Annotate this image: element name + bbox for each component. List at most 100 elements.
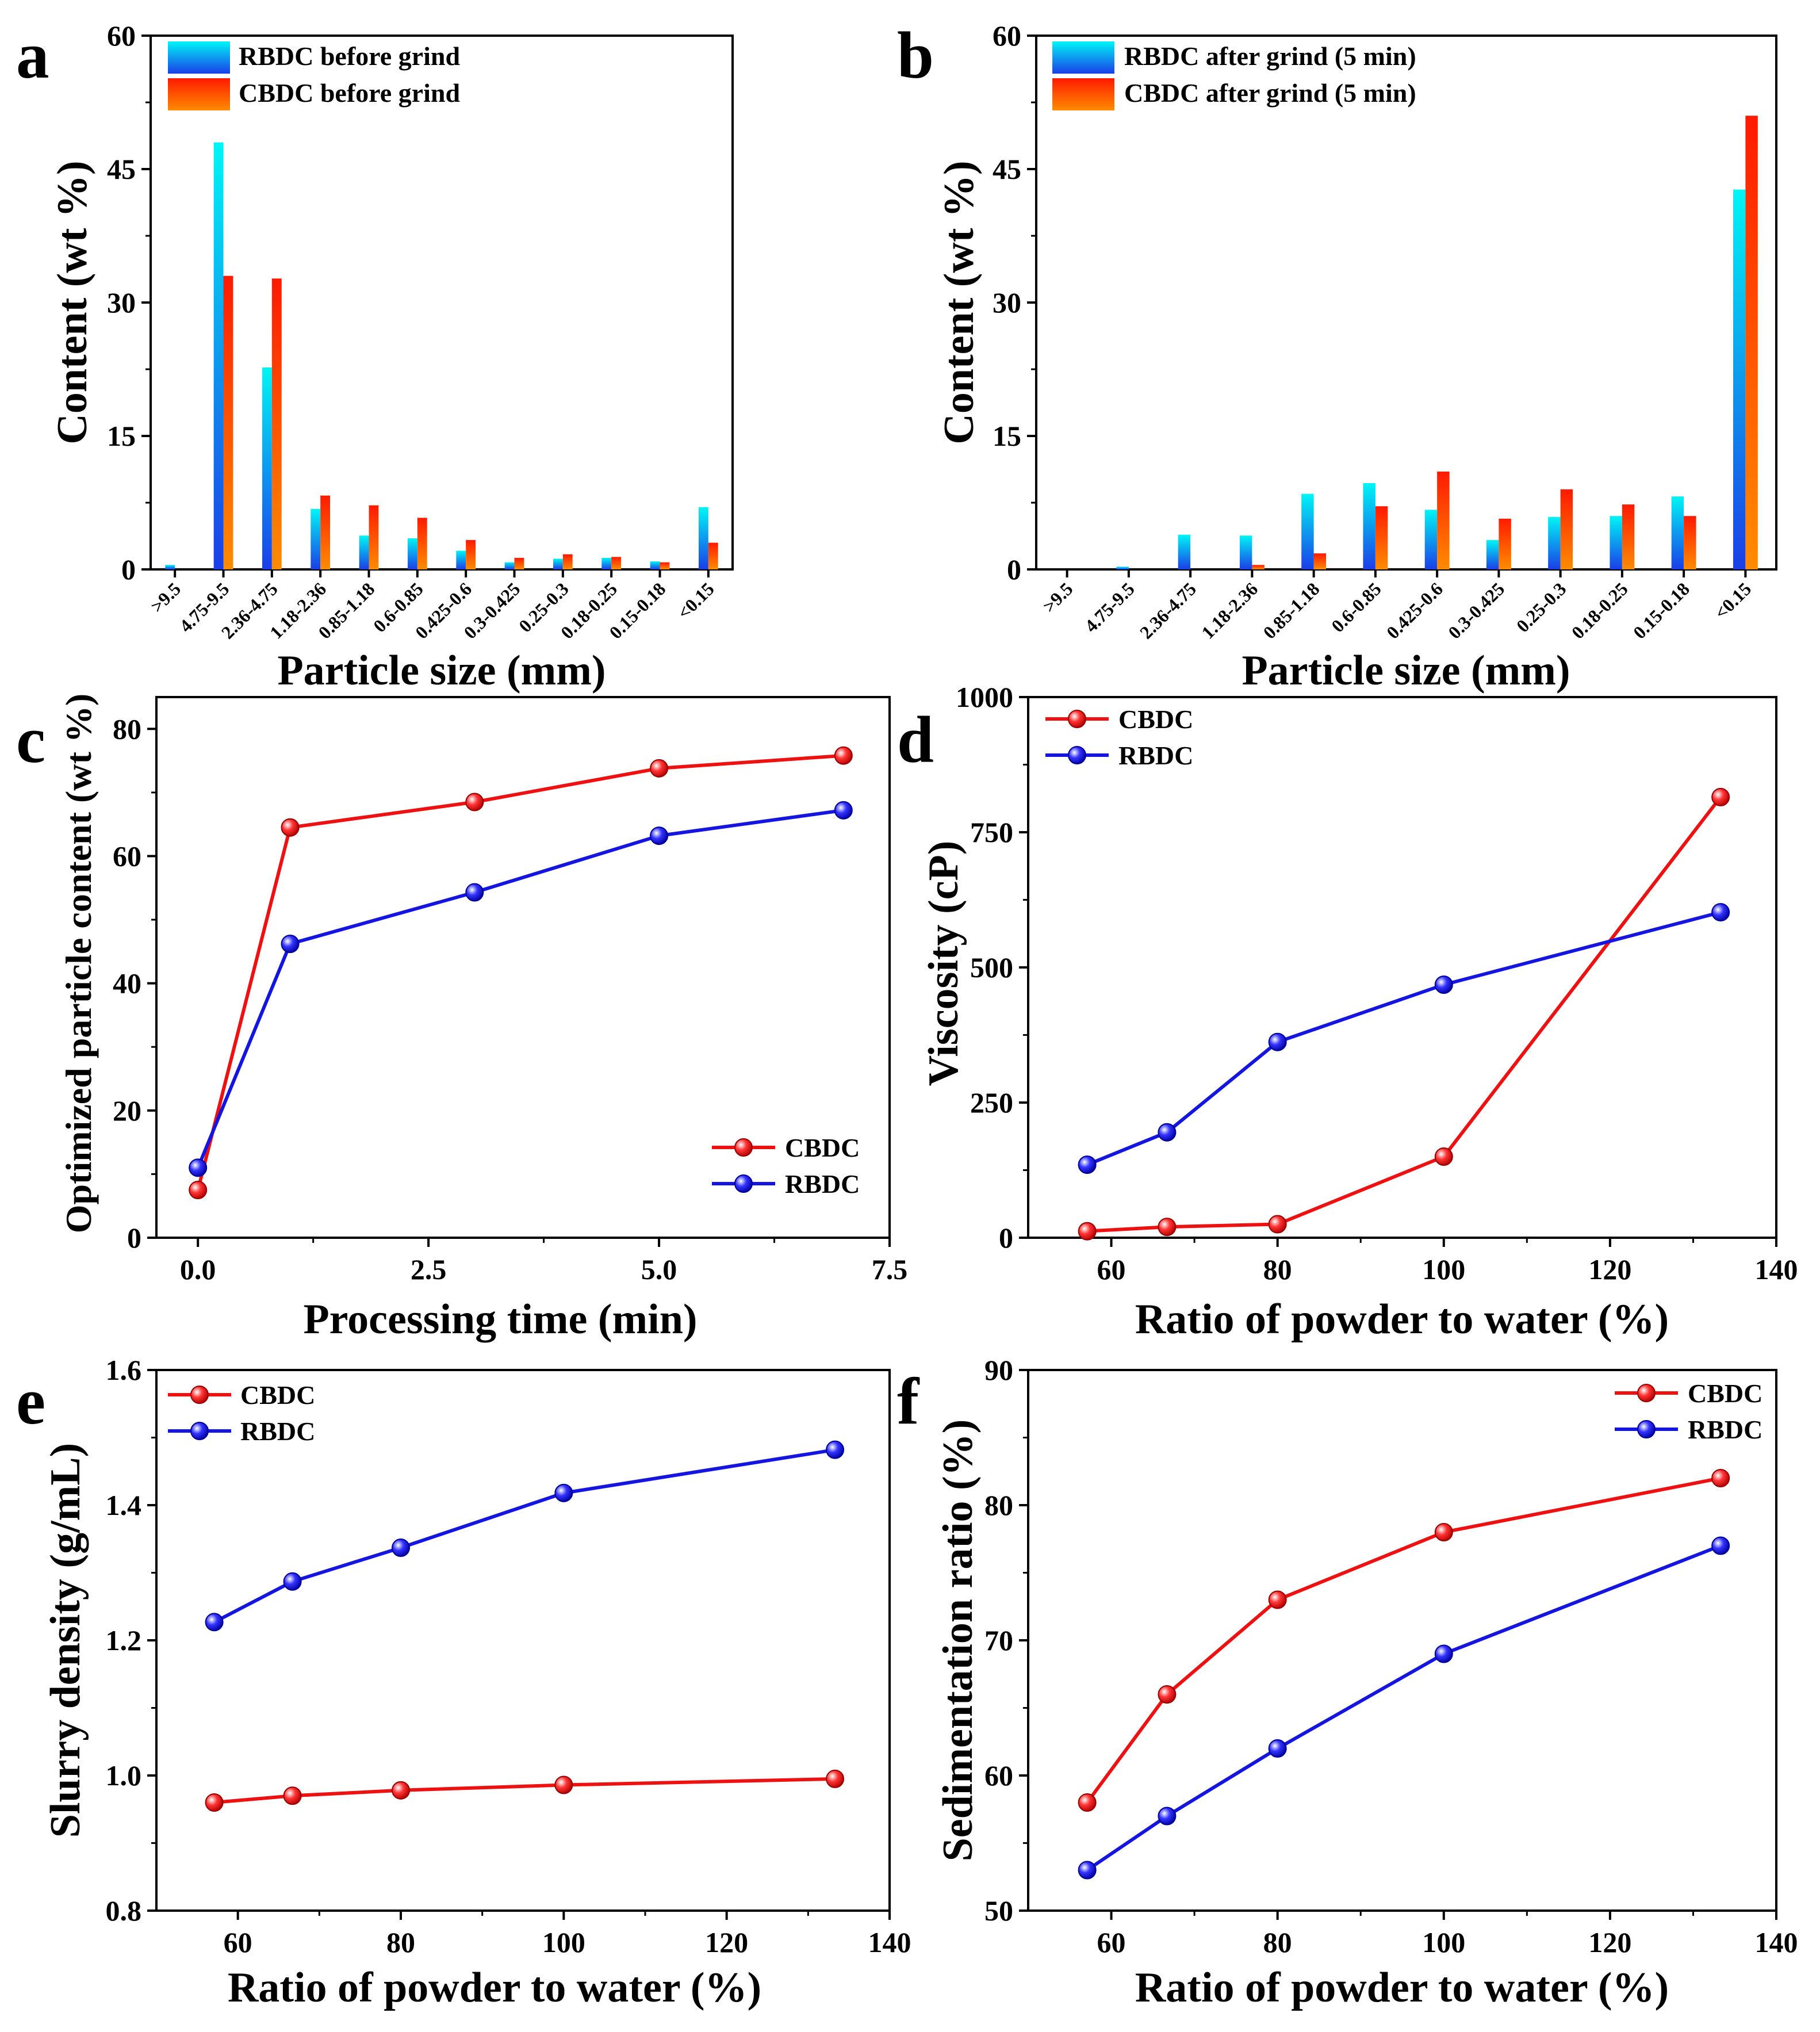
data-point-cbdc: [650, 759, 669, 778]
x-tick-label: 5.0: [641, 1253, 677, 1285]
data-point-rbdc: [834, 801, 853, 820]
bar-cbdc-1-18-2-36: [1252, 565, 1265, 569]
x-axis-title: Particle size (mm): [1242, 647, 1570, 694]
bar-rbdc-0-25-0-3: [553, 558, 563, 569]
y-axis-title: Content (wt %): [49, 160, 96, 444]
bar-rbdc-0-6-0-85: [1363, 483, 1375, 569]
x-tick-label: 2.36-4.75: [1136, 578, 1200, 642]
data-point-rbdc: [1268, 1739, 1287, 1758]
bar-cbdc-0-15-0-18: [1684, 516, 1696, 569]
legend-label-rbdc: RBDC after grind (5 min): [1124, 41, 1416, 71]
x-tick-label: 7.5: [872, 1253, 908, 1285]
legend-label-cbdc: CBDC: [1688, 1379, 1762, 1408]
legend-label-rbdc: RBDC: [785, 1169, 860, 1199]
bar-cbdc-0-3-0-425: [1499, 518, 1511, 569]
y-tick-label: 60: [984, 1759, 1013, 1792]
bar-rbdc-0-6-0-85: [407, 538, 417, 569]
legend-marker-cbdc: [734, 1138, 753, 1157]
bar-cbdc-0-3-0-425: [514, 557, 524, 569]
chart-panel-f: 50 60 70 80 90 60 80 100 120 140 CBDC RBDC Ratio…: [934, 1354, 1798, 2011]
y-tick-label: 40: [113, 967, 141, 1000]
x-tick-label: 60: [224, 1926, 252, 1958]
data-point-rbdc: [826, 1440, 845, 1459]
data-point-cbdc: [281, 818, 300, 837]
legend-label-cbdc: CBDC: [785, 1133, 860, 1162]
bar-rbdc-1-18-2-36: [311, 508, 321, 569]
data-point-cbdc: [392, 1781, 410, 1800]
data-point-rbdc: [1158, 1123, 1177, 1142]
legend: CBDC RBDC: [168, 1380, 315, 1446]
line-group: [1078, 787, 1730, 1241]
x-tick-label: 100: [1422, 1253, 1465, 1285]
legend-marker-rbdc: [190, 1422, 209, 1440]
x-tick-label: 0.18-0.25: [1568, 578, 1632, 642]
bar-rbdc-0-425-0-6: [1424, 510, 1438, 569]
y-tick-label: 60: [107, 20, 136, 52]
y-tick-label: 15: [107, 420, 136, 452]
x-tick-label: 80: [1263, 1253, 1292, 1285]
bar-cbdc-1-18-2-36: [320, 495, 331, 569]
y-axis: 50 60 70 80 90: [984, 1354, 1028, 1927]
data-point-cbdc: [1434, 1147, 1453, 1166]
series-line-cbdc: [1087, 796, 1722, 1233]
data-point-cbdc: [1158, 1685, 1177, 1704]
legend-marker-cbdc: [190, 1386, 209, 1404]
x-tick-label: 0.85-1.18: [1259, 578, 1323, 642]
y-tick-label: 30: [107, 286, 136, 319]
bar-cbdc-0-85-1-18: [369, 505, 379, 569]
data-point-cbdc: [283, 1786, 302, 1805]
y-tick-label: 1.4: [106, 1489, 142, 1521]
bar-rbdc-0-3-0-425: [504, 562, 515, 569]
legend: CBDC RBDC: [1045, 705, 1193, 770]
data-point-cbdc: [1078, 1793, 1097, 1812]
x-tick-label: 0.6-0.85: [1327, 578, 1385, 636]
data-point-cbdc: [834, 746, 853, 765]
x-tick-label: 120: [705, 1926, 748, 1958]
legend: RBDC after grind (5 min) CBDC after grin…: [1052, 41, 1416, 110]
y-tick-label: 500: [970, 951, 1013, 984]
legend-label-rbdc: RBDC: [240, 1417, 315, 1446]
x-tick-label: 0.25-0.3: [1512, 578, 1570, 636]
bar-rbdc-0-85-1-18: [359, 535, 369, 569]
legend: CBDC RBDC: [712, 1133, 860, 1199]
data-point-cbdc: [1434, 1523, 1453, 1541]
panel-label-c: c: [16, 703, 45, 776]
bar-rbdc-0-15: [1733, 189, 1746, 569]
data-point-rbdc: [283, 1572, 302, 1591]
panel-label-e: e: [16, 1365, 45, 1438]
bar-cbdc-0-85-1-18: [1313, 553, 1327, 569]
bar-cbdc-2-36-4-75: [271, 278, 282, 569]
legend-label-rbdc: RBDC: [1118, 741, 1193, 770]
bar-cbdc-0-18-0-25: [1622, 504, 1635, 569]
y-axis: 0 20 40 60 80: [113, 713, 156, 1254]
y-axis-title: Viscosity (cP): [920, 841, 967, 1086]
bar-rbdc-0-25-0-3: [1548, 516, 1561, 569]
plot-frame: [1035, 35, 1777, 571]
line-group: [1078, 1469, 1730, 1880]
legend-marker-rbdc: [734, 1174, 753, 1193]
bar-cbdc-0-25-0-3: [562, 554, 573, 569]
data-point-rbdc: [1434, 1644, 1453, 1663]
y-tick-label: 750: [970, 816, 1013, 848]
y-tick-label: 70: [984, 1624, 1013, 1656]
data-point-cbdc: [1158, 1218, 1177, 1237]
data-point-cbdc: [205, 1793, 224, 1812]
series-line-rbdc: [1086, 1544, 1722, 1872]
y-tick-label: 90: [984, 1354, 1013, 1386]
x-tick-label: 0.0: [180, 1253, 216, 1285]
x-axis-title: Processing time (min): [303, 1296, 697, 1343]
data-point-rbdc: [189, 1158, 208, 1177]
data-point-rbdc: [1268, 1032, 1287, 1051]
bar-rbdc-0-3-0-425: [1486, 539, 1499, 569]
x-tick-label: >9.5: [1039, 578, 1077, 617]
legend-swatch-cbdc: [168, 78, 230, 110]
x-tick-label: >9.5: [146, 578, 185, 617]
data-point-cbdc: [1711, 1469, 1730, 1487]
data-point-cbdc: [189, 1181, 208, 1200]
data-point-rbdc: [205, 1613, 224, 1632]
bar-cbdc-4-75-9-5: [223, 275, 233, 569]
x-tick-label: 140: [1755, 1926, 1798, 1958]
y-tick-label: 0: [1007, 553, 1021, 586]
bar-rbdc-0-85-1-18: [1301, 493, 1314, 569]
